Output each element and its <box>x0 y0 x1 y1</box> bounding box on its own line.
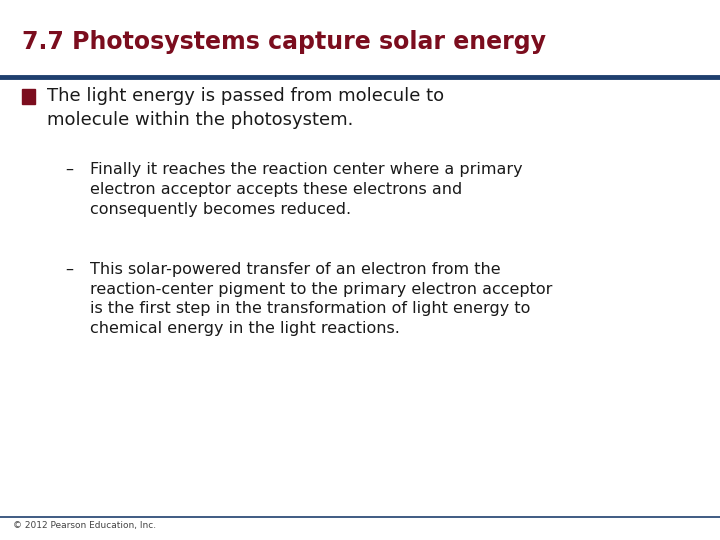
Bar <box>22 89 35 104</box>
Text: © 2012 Pearson Education, Inc.: © 2012 Pearson Education, Inc. <box>13 521 156 530</box>
Text: –: – <box>65 262 73 277</box>
Text: –: – <box>65 162 73 177</box>
Text: This solar-powered transfer of an electron from the
reaction-center pigment to t: This solar-powered transfer of an electr… <box>90 262 552 336</box>
Text: Finally it reaches the reaction center where a primary
electron acceptor accepts: Finally it reaches the reaction center w… <box>90 162 523 217</box>
Text: The light energy is passed from molecule to
molecule within the photosystem.: The light energy is passed from molecule… <box>47 87 444 129</box>
Text: 7.7 Photosystems capture solar energy: 7.7 Photosystems capture solar energy <box>22 30 546 53</box>
